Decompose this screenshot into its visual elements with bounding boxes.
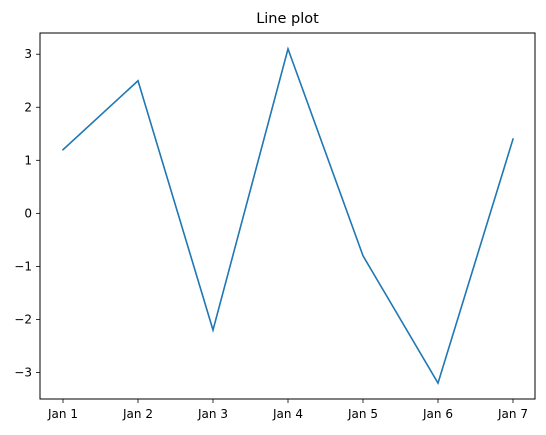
x-tick-label: Jan 3 [197, 407, 228, 421]
x-tick-label: Jan 2 [122, 407, 153, 421]
y-tick-label: −1 [14, 259, 32, 273]
x-tick-label: Jan 1 [47, 407, 78, 421]
y-axis: 3 2 1 0 −1 −2 −3 [14, 47, 40, 379]
chart-title: Line plot [256, 11, 319, 27]
x-tick-label: Jan 5 [347, 407, 378, 421]
plot-area [61, 46, 514, 386]
y-tick-label: 1 [24, 153, 32, 167]
x-tick-label: Jan 4 [272, 407, 303, 421]
y-tick-label: 3 [24, 47, 32, 61]
x-tick-label: Jan 7 [497, 407, 528, 421]
x-axis: Jan 1 Jan 2 Jan 3 Jan 4 Jan 5 Jan 6 Jan 7 [47, 399, 528, 421]
y-tick-label: 0 [24, 206, 32, 220]
series-line [61, 46, 514, 386]
axes-frame [39, 32, 536, 400]
y-tick-label: −3 [14, 365, 32, 379]
y-tick-label: 2 [24, 100, 32, 114]
y-tick-label: −2 [14, 312, 32, 326]
x-tick-label: Jan 6 [422, 407, 453, 421]
